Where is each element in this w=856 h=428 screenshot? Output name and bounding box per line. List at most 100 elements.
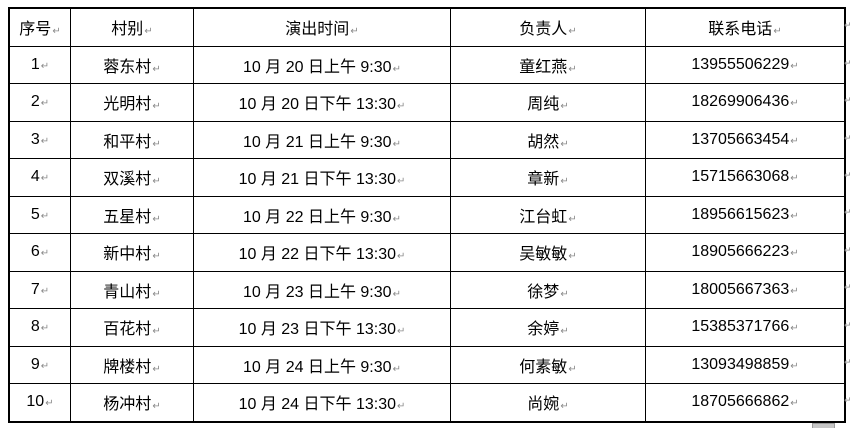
table-resize-handle[interactable] (812, 423, 835, 428)
end-of-row-markers: ↵ ↵ ↵ ↵ ↵ ↵ ↵ ↵ ↵ ↵ ↵ (844, 7, 856, 419)
end-of-row-marker: ↵ (844, 95, 852, 106)
end-of-cell-marker: ↵ (397, 176, 406, 188)
cell-time[interactable]: 10 月 22 日上午 9:30↵ (193, 195, 451, 234)
cell-phone[interactable]: 13093498859↵ (645, 345, 846, 384)
end-of-cell-marker: ↵ (152, 101, 161, 113)
cell-text: 18005667363 (691, 280, 790, 298)
table-row: 2↵ 光明村↵ 10 月 20 日下午 13:30↵ 周纯↵ 182699064… (8, 83, 846, 122)
cell-no[interactable]: 1↵ (8, 45, 71, 84)
cell-phone[interactable]: 13955506229↵ (645, 45, 846, 84)
end-of-cell-marker: ↵ (40, 360, 50, 372)
end-of-row-marker: ↵ (844, 132, 852, 143)
end-of-cell-marker: ↵ (152, 138, 161, 150)
table-row: 7↵ 青山村↵ 10 月 23 日上午 9:30↵ 徐梦↵ 1800566736… (8, 270, 846, 309)
cell-text: 1 (30, 55, 40, 73)
cell-manager[interactable]: 余婷↵ (450, 308, 646, 347)
cell-time[interactable]: 10 月 21 日上午 9:30↵ (193, 120, 451, 159)
cell-text: 4 (30, 168, 40, 186)
cell-no[interactable]: 9↵ (8, 345, 71, 384)
end-of-row-marker: ↵ (844, 357, 852, 368)
cell-text: 7 (30, 280, 40, 298)
cell-village[interactable]: 蓉东村↵ (70, 45, 194, 84)
cell-phone[interactable]: 18269906436↵ (645, 83, 846, 122)
cell-phone[interactable]: 15715663068↵ (645, 158, 846, 197)
cell-no[interactable]: 10↵ (8, 383, 71, 422)
cell-manager[interactable]: 童红燕↵ (450, 45, 646, 84)
cell-text: 10 月 22 日上午 9:30 (243, 208, 392, 226)
header-cell-phone[interactable]: 联系电话↵ (645, 7, 846, 47)
cell-no[interactable]: 5↵ (8, 195, 71, 234)
cell-time[interactable]: 10 月 24 日下午 13:30↵ (193, 383, 451, 422)
cell-time[interactable]: 10 月 20 日下午 13:30↵ (193, 83, 451, 122)
header-cell-village[interactable]: 村别↵ (70, 7, 194, 47)
cell-phone[interactable]: 15385371766↵ (645, 308, 846, 347)
cell-phone[interactable]: 13705663454↵ (645, 120, 846, 159)
header-cell-manager[interactable]: 负责人↵ (450, 7, 646, 47)
cell-manager[interactable]: 吴敏敏↵ (450, 233, 646, 272)
cell-no[interactable]: 8↵ (8, 308, 71, 347)
cell-village[interactable]: 双溪村↵ (70, 158, 194, 197)
cell-text: 百花村 (103, 321, 152, 339)
table-row: 4↵ 双溪村↵ 10 月 21 日下午 13:30↵ 章新↵ 157156630… (8, 158, 846, 197)
cell-text: 青山村 (103, 283, 152, 301)
header-label: 负责人 (519, 21, 568, 39)
end-of-cell-marker: ↵ (790, 248, 799, 260)
cell-time[interactable]: 10 月 22 日下午 13:30↵ (193, 233, 451, 272)
cell-no[interactable]: 7↵ (8, 270, 71, 309)
cell-village[interactable]: 光明村↵ (70, 83, 194, 122)
cell-text: 吴敏敏 (519, 246, 568, 264)
cell-manager[interactable]: 章新↵ (450, 158, 646, 197)
cell-text: 10 月 20 日下午 13:30 (238, 96, 397, 114)
cell-village[interactable]: 百花村↵ (70, 308, 194, 347)
cell-time[interactable]: 10 月 24 日上午 9:30↵ (193, 345, 451, 384)
end-of-row-marker: ↵ (844, 282, 852, 293)
cell-village[interactable]: 五星村↵ (70, 195, 194, 234)
cell-village[interactable]: 杨冲村↵ (70, 383, 194, 422)
cell-text: 18956615623 (691, 205, 790, 223)
header-cell-time[interactable]: 演出时间↵ (193, 7, 451, 47)
cell-phone[interactable]: 18005667363↵ (645, 270, 846, 309)
cell-manager[interactable]: 尚婉↵ (450, 383, 646, 422)
end-of-cell-marker: ↵ (152, 213, 161, 225)
cell-time[interactable]: 10 月 23 日上午 9:30↵ (193, 270, 451, 309)
cell-no[interactable]: 6↵ (8, 233, 71, 272)
cell-text: 3 (30, 130, 40, 148)
cell-village[interactable]: 新中村↵ (70, 233, 194, 272)
cell-no[interactable]: 3↵ (8, 120, 71, 159)
cell-text: 杨冲村 (103, 396, 152, 414)
cell-text: 双溪村 (103, 171, 152, 189)
table-header-row: 序号↵ 村别↵ 演出时间↵ 负责人↵ 联系电话↵ (8, 7, 846, 47)
cell-village[interactable]: 青山村↵ (70, 270, 194, 309)
cell-text: 徐梦 (527, 283, 560, 301)
cell-no[interactable]: 2↵ (8, 83, 71, 122)
cell-text: 5 (30, 205, 40, 223)
table-row: 6↵ 新中村↵ 10 月 22 日下午 13:30↵ 吴敏敏↵ 18905666… (8, 233, 846, 272)
cell-manager[interactable]: 何素敏↵ (450, 345, 646, 384)
cell-village[interactable]: 和平村↵ (70, 120, 194, 159)
cell-text: 蓉东村 (103, 58, 152, 76)
cell-text: 10 月 24 日下午 13:30 (238, 396, 397, 414)
cell-text: 新中村 (103, 246, 152, 264)
cell-phone[interactable]: 18705666862↵ (645, 383, 846, 422)
header-cell-no[interactable]: 序号↵ (8, 7, 71, 47)
cell-phone[interactable]: 18905666223↵ (645, 233, 846, 272)
cell-time[interactable]: 10 月 23 日下午 13:30↵ (193, 308, 451, 347)
cell-time[interactable]: 10 月 20 日上午 9:30↵ (193, 45, 451, 84)
end-of-cell-marker: ↵ (392, 363, 401, 375)
cell-time[interactable]: 10 月 21 日下午 13:30↵ (193, 158, 451, 197)
cell-text: 13093498859 (691, 355, 790, 373)
cell-text: 周纯 (527, 96, 560, 114)
end-of-cell-marker: ↵ (568, 363, 577, 375)
cell-phone[interactable]: 18956615623↵ (645, 195, 846, 234)
cell-manager[interactable]: 周纯↵ (450, 83, 646, 122)
cell-manager[interactable]: 胡然↵ (450, 120, 646, 159)
cell-text: 余婷 (527, 321, 560, 339)
cell-manager[interactable]: 江台虹↵ (450, 195, 646, 234)
cell-text: 10 月 21 日下午 13:30 (238, 171, 397, 189)
cell-no[interactable]: 4↵ (8, 158, 71, 197)
cell-text: 6 (30, 243, 40, 261)
cell-village[interactable]: 牌楼村↵ (70, 345, 194, 384)
cell-manager[interactable]: 徐梦↵ (450, 270, 646, 309)
end-of-cell-marker: ↵ (40, 285, 50, 297)
